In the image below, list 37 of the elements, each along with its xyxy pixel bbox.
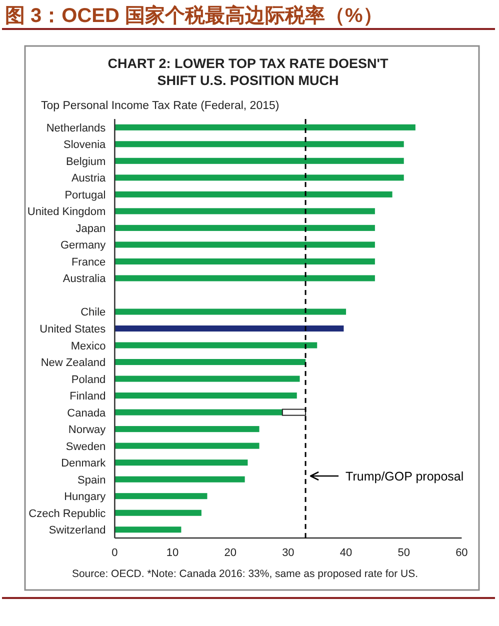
category: Spain (78, 474, 106, 486)
category: Netherlands (46, 122, 106, 134)
tick: 60 (456, 547, 468, 559)
category: United Kingdom (27, 206, 106, 218)
tick: 10 (166, 547, 179, 559)
category: Canada (67, 407, 106, 420)
subtitle: SHIFT U.S. POSITION MUCH (157, 73, 339, 88)
category: Japan (76, 222, 106, 235)
tick: 0 (112, 547, 118, 559)
category: Mexico (70, 340, 106, 352)
category: Finland (70, 390, 106, 403)
category: Belgium (66, 156, 106, 168)
category: Switzerland (48, 524, 106, 537)
category: Austria (71, 172, 106, 185)
tick: 20 (224, 547, 236, 559)
category: Australia (62, 273, 106, 286)
category: Germany (60, 240, 106, 252)
xlabel: Top Personal Income Tax Rate (Federal, 2015) (41, 100, 280, 112)
tick: 50 (398, 547, 410, 559)
category: Sweden (66, 440, 106, 453)
tick: 30 (282, 547, 294, 559)
annotation: Source: OECD. *Note: Canada 2016: 33%, same as proposed rate for US. (72, 568, 418, 580)
category: Czech Republic (28, 508, 106, 520)
title: 图 3：OCED 国家个税最高边际税率（%） (5, 5, 383, 27)
tick: 40 (340, 547, 352, 559)
category: Chile (80, 306, 106, 319)
category: Hungary (64, 491, 106, 504)
category: France (71, 256, 106, 268)
category: United States (40, 324, 106, 336)
category: Slovenia (64, 139, 106, 152)
category: Poland (71, 374, 106, 386)
category: Norway (68, 424, 106, 436)
ref-label: Trump/GOP proposal (346, 470, 464, 484)
subtitle: CHART 2: LOWER TOP TAX RATE DOESN'T (108, 56, 388, 71)
category: Denmark (61, 458, 106, 470)
category: New Zealand (40, 357, 106, 370)
category: Portugal (64, 189, 106, 202)
